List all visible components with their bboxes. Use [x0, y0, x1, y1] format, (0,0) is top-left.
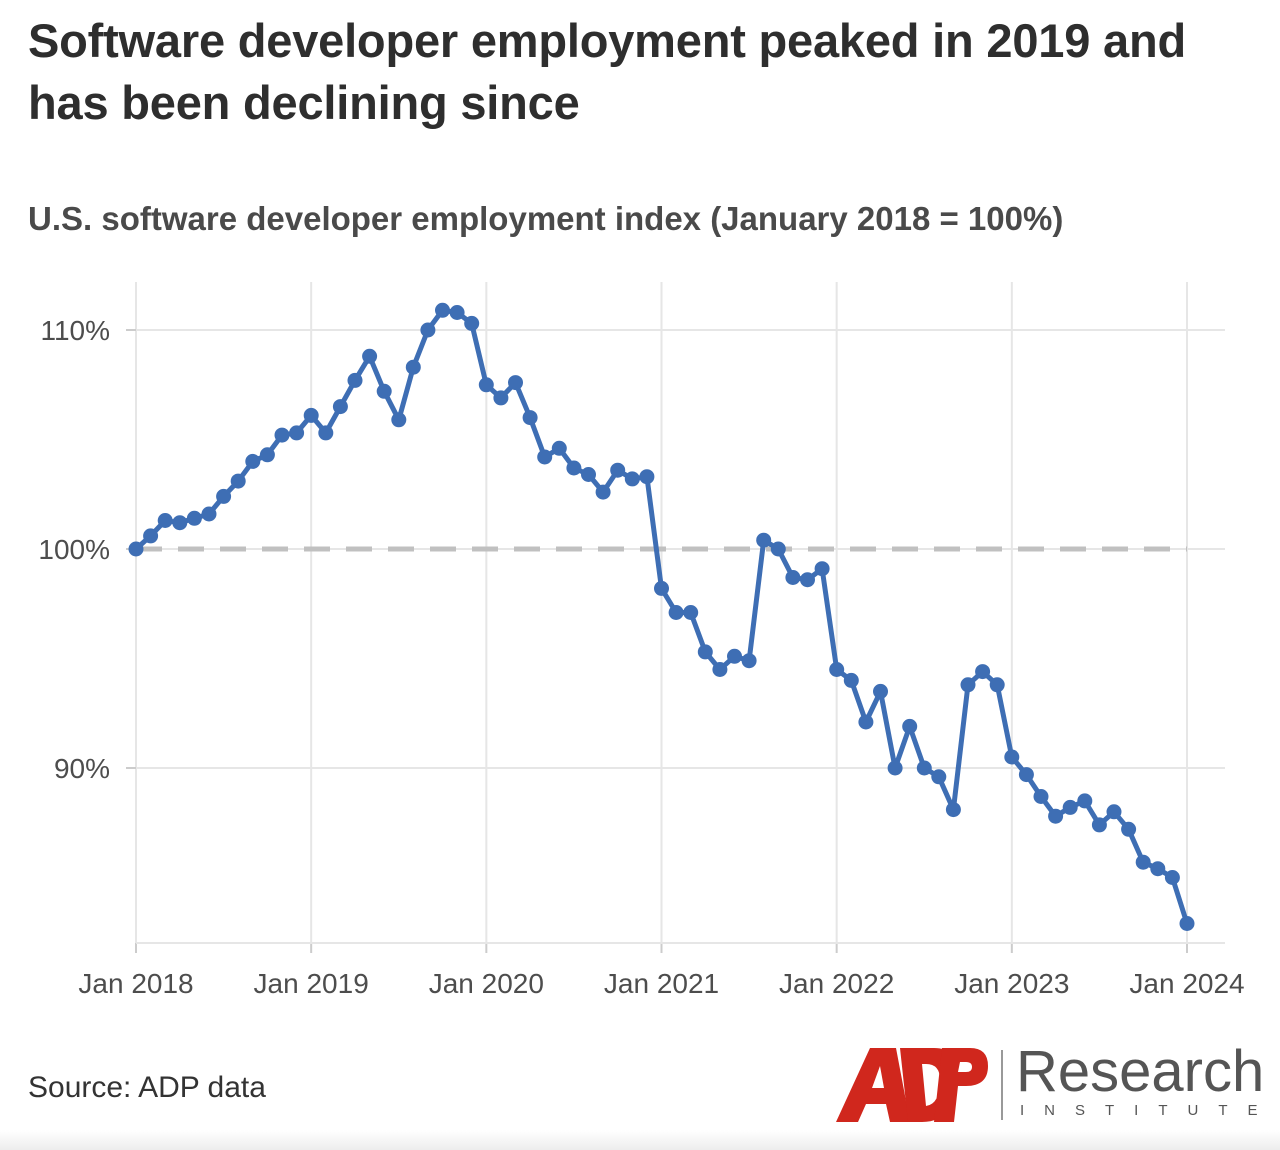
bottom-edge [0, 1130, 1280, 1150]
data-point [654, 580, 669, 596]
data-point [1106, 804, 1122, 820]
data-point [405, 359, 421, 375]
x-tick-label: Jan 2018 [78, 968, 193, 999]
data-point [800, 572, 815, 588]
data-point [697, 644, 713, 660]
data-point [551, 440, 567, 456]
data-point [741, 653, 757, 669]
axis-labels: Jan 2018 Jan 2019 Jan 2020 Jan 2021 Jan 2022… [38, 315, 1244, 999]
data-point [216, 488, 232, 504]
data-point [566, 460, 582, 476]
y-tick-label: 90% [54, 753, 110, 784]
data-point [259, 447, 275, 463]
logo-separator [1001, 1050, 1003, 1120]
adp-research-institute-logo: Research INSTITUTE [830, 1039, 1270, 1130]
data-point [1135, 854, 1151, 870]
data-point [902, 718, 918, 734]
data-point [522, 410, 538, 426]
data-point [916, 760, 932, 776]
data-point [960, 677, 976, 693]
x-tick-label: Jan 2022 [779, 968, 894, 999]
logo-research-text: Research [1016, 1039, 1265, 1104]
data-point [1164, 870, 1180, 885]
data-point [376, 383, 392, 399]
data-point [727, 648, 742, 664]
gridlines [126, 282, 1225, 953]
data-point [508, 375, 523, 391]
data-point [1048, 808, 1064, 824]
data-point [829, 662, 845, 677]
data-point [1077, 793, 1093, 809]
data-point [945, 802, 961, 818]
data-point [756, 532, 772, 548]
data-point [1179, 916, 1195, 931]
data-point [157, 513, 173, 528]
data-point [478, 377, 494, 393]
x-tick-label: Jan 2024 [1129, 968, 1244, 999]
data-point [464, 315, 480, 331]
data-point [493, 390, 509, 406]
data-point [347, 372, 363, 388]
data-point [1150, 861, 1166, 877]
data-point [1091, 817, 1107, 833]
data-point [989, 677, 1005, 693]
x-tick-label: Jan 2023 [954, 968, 1069, 999]
data-point [1121, 821, 1137, 837]
data-point [186, 510, 202, 526]
data-point [668, 605, 684, 620]
logo-institute-text: INSTITUTE [1020, 1102, 1278, 1119]
x-tick-label: Jan 2021 [604, 968, 719, 999]
data-point [274, 427, 290, 443]
chart-subtitle: U.S. software developer employment index… [28, 200, 1064, 237]
y-tick-label: 110% [40, 315, 110, 346]
data-point [289, 425, 305, 441]
data-point [712, 662, 728, 677]
chart-title: Software developer employment peaked in … [28, 14, 1186, 129]
data-point [435, 302, 450, 318]
data-point [1033, 789, 1049, 804]
data-point [303, 407, 319, 423]
data-point [449, 305, 465, 320]
adp-logo-icon [836, 1048, 988, 1122]
data-point [931, 769, 947, 785]
data-point [201, 506, 217, 522]
data-point [610, 462, 626, 478]
data-point [245, 453, 261, 469]
data-point [143, 528, 159, 544]
data-point [858, 714, 874, 730]
data-point [975, 664, 991, 680]
data-point [391, 412, 407, 428]
data-point [1062, 799, 1078, 815]
data-point [362, 348, 378, 364]
data-point [581, 467, 596, 482]
data-point [683, 605, 699, 620]
data-point [318, 425, 334, 441]
data-point [639, 469, 655, 485]
data-point [843, 672, 859, 688]
data-point [887, 760, 903, 776]
data-point [624, 471, 640, 487]
line-chart: Jan 2018 Jan 2019 Jan 2020 Jan 2021 Jan 2022… [38, 282, 1245, 999]
data-point [814, 561, 830, 577]
data-point [230, 473, 246, 489]
source-note: Source: ADP data [28, 1071, 266, 1104]
data-point [332, 399, 348, 415]
data-point [1004, 749, 1020, 765]
data-point [770, 541, 786, 557]
y-tick-label: 100% [38, 534, 110, 565]
data-point [172, 515, 188, 531]
data-point [1018, 767, 1034, 783]
data-point [420, 322, 436, 338]
data-point [537, 449, 553, 465]
data-point [595, 484, 611, 500]
data-point [873, 683, 888, 699]
data-point [128, 541, 144, 557]
x-tick-label: Jan 2020 [429, 968, 544, 999]
data-point [785, 570, 801, 585]
series-layer [128, 302, 1195, 931]
x-tick-label: Jan 2019 [254, 968, 369, 999]
